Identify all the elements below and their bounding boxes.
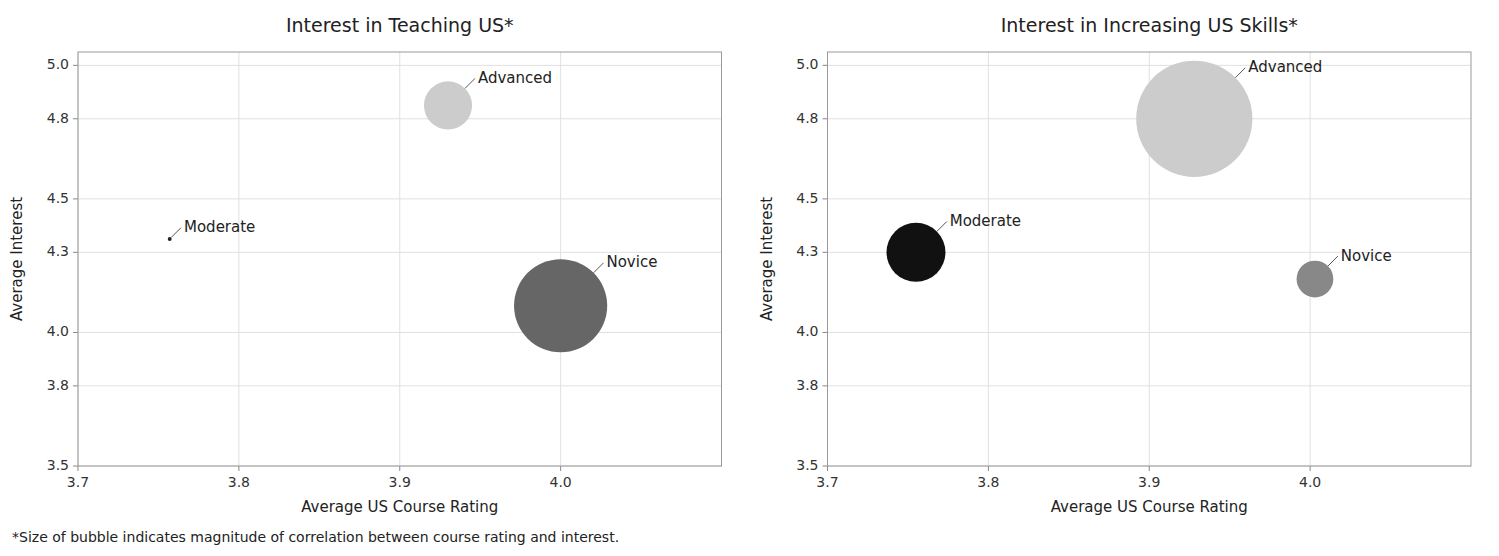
leader-line <box>1235 68 1245 78</box>
grid-line <box>988 52 989 466</box>
y-tick-label: 4.3 <box>796 243 818 259</box>
x-tick <box>827 466 828 471</box>
y-tick <box>823 385 828 386</box>
y-tick <box>823 332 828 333</box>
y-tick <box>73 65 78 66</box>
bubble <box>1136 61 1252 177</box>
y-tick <box>73 332 78 333</box>
bubble <box>887 223 946 282</box>
x-tick-label: 4.0 <box>1299 474 1321 490</box>
bubble <box>514 259 607 352</box>
y-tick <box>823 118 828 119</box>
bubbles <box>168 81 607 352</box>
grid-line <box>78 65 722 66</box>
grid-line <box>828 65 1472 66</box>
y-tick <box>73 466 78 467</box>
x-tick-label: 3.9 <box>389 474 411 490</box>
y-axis-label: Average Interest <box>758 197 776 321</box>
y-tick-label: 4.3 <box>47 243 69 259</box>
annotation: Moderate <box>950 212 1021 230</box>
figure: 3.7 3.8 3.9 4.0 3.5 3.8 4.0 4.3 4.5 4.8 5.0 Moderat… <box>0 0 1499 556</box>
bubble <box>1297 261 1334 298</box>
x-tick <box>399 466 400 471</box>
grid-line <box>828 332 1472 333</box>
chart-panel: 3.7 3.8 3.9 4.0 3.5 3.8 4.0 4.3 4.5 4.8 5.0 Moderat… <box>8 14 722 516</box>
y-tick <box>73 118 78 119</box>
y-tick-label: 5.0 <box>796 56 818 72</box>
x-axis-label: Average US Course Rating <box>1051 498 1248 516</box>
grid-line <box>78 198 722 199</box>
y-tick <box>823 252 828 253</box>
leader-line <box>594 263 604 273</box>
grid <box>78 52 722 466</box>
x-tick-label: 3.8 <box>228 474 250 490</box>
y-tick <box>73 198 78 199</box>
grid-line <box>828 198 1472 199</box>
chart-title: Interest in Teaching US* <box>286 14 514 36</box>
x-tick <box>78 466 79 471</box>
y-tick-label: 3.5 <box>796 457 818 473</box>
leader-line <box>171 228 181 238</box>
grid-line <box>78 332 722 333</box>
y-tick-label: 3.8 <box>796 377 818 393</box>
y-tick <box>823 198 828 199</box>
x-tick-label: 3.7 <box>67 474 89 490</box>
grid-line <box>399 52 400 466</box>
plot-frame <box>78 52 722 466</box>
annotation: Moderate <box>184 218 255 236</box>
annotation: Novice <box>606 253 657 271</box>
y-tick-label: 5.0 <box>47 56 69 72</box>
bubbles <box>887 61 1334 298</box>
bubble <box>168 237 172 241</box>
footnote: *Size of bubble indicates magnitude of c… <box>12 529 619 545</box>
bubble <box>424 81 472 129</box>
x-tick-label: 3.8 <box>977 474 999 490</box>
annotations: Moderate Advanced Novice <box>937 58 1392 266</box>
x-tick-label: 3.9 <box>1138 474 1160 490</box>
grid-line <box>238 52 239 466</box>
chart-panel: 3.7 3.8 3.9 4.0 3.5 3.8 4.0 4.3 4.5 4.8 5.0 Moderat… <box>758 14 1472 516</box>
grid-line <box>828 385 1472 386</box>
x-tick <box>988 466 989 471</box>
annotation: Novice <box>1341 247 1392 265</box>
grid-line <box>78 385 722 386</box>
y-tick-label: 4.5 <box>47 190 69 206</box>
leader-line <box>465 79 475 89</box>
x-tick <box>560 466 561 471</box>
y-axis-label: Average Interest <box>8 197 26 321</box>
chart-title: Interest in Increasing US Skills* <box>1001 14 1298 36</box>
y-tick-label: 3.8 <box>47 377 69 393</box>
y-tick-label: 4.5 <box>796 190 818 206</box>
x-axis-label: Average US Course Rating <box>301 498 498 516</box>
grid <box>828 52 1472 466</box>
grid-line <box>1310 52 1311 466</box>
x-tick <box>1310 466 1311 471</box>
leader-line <box>1328 256 1338 266</box>
x-tick-label: 4.0 <box>549 474 571 490</box>
y-tick <box>823 65 828 66</box>
x-tick <box>1149 466 1150 471</box>
plot-frame <box>828 52 1472 466</box>
y-tick <box>823 466 828 467</box>
x-tick <box>238 466 239 471</box>
grid-line <box>78 118 722 119</box>
leader-line <box>937 222 947 232</box>
y-tick <box>73 252 78 253</box>
y-tick-label: 4.0 <box>47 323 69 339</box>
annotation: Advanced <box>1248 58 1322 76</box>
x-tick-label: 3.7 <box>816 474 838 490</box>
y-tick-label: 4.8 <box>796 110 818 126</box>
annotations: Moderate Advanced Novice <box>171 69 657 273</box>
y-tick-label: 4.8 <box>47 110 69 126</box>
y-tick-label: 3.5 <box>47 457 69 473</box>
grid-line <box>560 52 561 466</box>
y-tick-label: 4.0 <box>796 323 818 339</box>
y-tick <box>73 385 78 386</box>
annotation: Advanced <box>478 69 552 87</box>
